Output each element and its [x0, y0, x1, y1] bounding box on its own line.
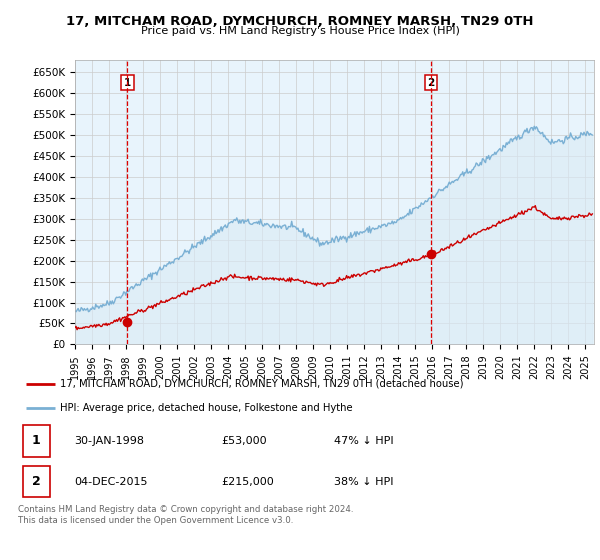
Text: 38% ↓ HPI: 38% ↓ HPI — [334, 477, 394, 487]
Text: Price paid vs. HM Land Registry's House Price Index (HPI): Price paid vs. HM Land Registry's House … — [140, 26, 460, 36]
Text: 1: 1 — [32, 435, 40, 447]
Text: 04-DEC-2015: 04-DEC-2015 — [74, 477, 148, 487]
Text: 2: 2 — [32, 475, 40, 488]
FancyBboxPatch shape — [23, 466, 50, 497]
FancyBboxPatch shape — [23, 425, 50, 456]
Text: £53,000: £53,000 — [221, 436, 266, 446]
Text: 2: 2 — [427, 77, 434, 87]
Text: 17, MITCHAM ROAD, DYMCHURCH, ROMNEY MARSH, TN29 0TH: 17, MITCHAM ROAD, DYMCHURCH, ROMNEY MARS… — [66, 15, 534, 28]
Text: £215,000: £215,000 — [221, 477, 274, 487]
Text: 17, MITCHAM ROAD, DYMCHURCH, ROMNEY MARSH, TN29 0TH (detached house): 17, MITCHAM ROAD, DYMCHURCH, ROMNEY MARS… — [60, 379, 464, 389]
Text: Contains HM Land Registry data © Crown copyright and database right 2024.
This d: Contains HM Land Registry data © Crown c… — [18, 505, 353, 525]
Text: HPI: Average price, detached house, Folkestone and Hythe: HPI: Average price, detached house, Folk… — [60, 403, 353, 413]
Text: 47% ↓ HPI: 47% ↓ HPI — [334, 436, 394, 446]
Text: 30-JAN-1998: 30-JAN-1998 — [74, 436, 145, 446]
Text: 1: 1 — [124, 77, 131, 87]
